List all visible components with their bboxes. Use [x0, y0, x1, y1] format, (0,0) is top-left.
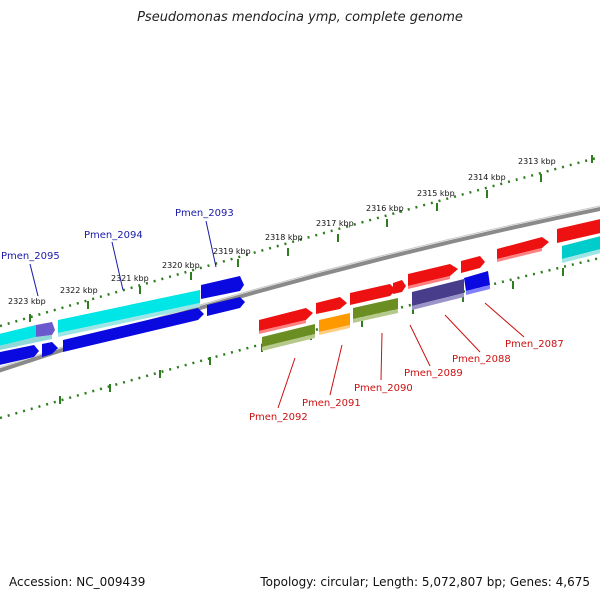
gene-label-pmen-2095[interactable]: Pmen_2095: [1, 251, 60, 262]
scale-label: 2313 kbp: [518, 157, 556, 166]
gene-pmen-2090-top[interactable]: [350, 280, 406, 305]
scale-label: 2315 kbp: [417, 189, 455, 198]
gene-pmen-2088[interactable]: [412, 279, 464, 310]
scale-label: 2316 kbp: [366, 204, 404, 213]
gene-pmen-2093[interactable]: [201, 276, 245, 316]
scale-label: 2323 kbp: [8, 297, 46, 306]
gene-label-pmen-2094[interactable]: Pmen_2094: [84, 230, 143, 241]
gene-pmen-2089-top[interactable]: [408, 256, 485, 289]
gene-label-pmen-2087[interactable]: Pmen_2087: [505, 339, 564, 350]
gene-pmen-2091-top[interactable]: [316, 297, 347, 314]
gene-pmen-2087[interactable]: [464, 271, 490, 295]
accession-text: Accession: NC_009439: [9, 575, 146, 589]
gene-pmen-2087-top[interactable]: [497, 218, 600, 262]
topology-text: Topology: circular; Length: 5,072,807 bp…: [260, 575, 590, 589]
scale-label: 2319 kbp: [213, 247, 251, 256]
scale-track-outer: [0, 155, 600, 328]
major-ticks-outer: [29, 155, 593, 322]
gene-pmen-2095[interactable]: [0, 322, 58, 366]
scale-label: 2317 kbp: [316, 219, 354, 228]
gene-label-pmen-2092[interactable]: Pmen_2092: [249, 412, 308, 423]
scale-label: 2318 kbp: [265, 233, 303, 242]
gene-label-pmen-2093[interactable]: Pmen_2093: [175, 208, 234, 219]
gene-pmen-2092-top[interactable]: [259, 308, 313, 334]
scale-label: 2321 kbp: [111, 274, 149, 283]
gene-labels: Pmen_2095 Pmen_2094 Pmen_2093 Pmen_2092 …: [1, 208, 564, 423]
gene-leader-lines: [29, 220, 525, 409]
gene-label-pmen-2089[interactable]: Pmen_2089: [404, 368, 463, 379]
map-title: Pseudomonas mendocina ymp, complete geno…: [137, 10, 463, 25]
scale-label: 2320 kbp: [162, 261, 200, 270]
gene-label-pmen-2091[interactable]: Pmen_2091: [302, 398, 361, 409]
gene-pmen-2090[interactable]: [353, 298, 398, 323]
gene-right-edge[interactable]: [562, 235, 600, 263]
scale-labels: 2313 kbp 2314 kbp 2315 kbp 2316 kbp 2317…: [8, 157, 556, 306]
gene-label-pmen-2088[interactable]: Pmen_2088: [452, 354, 511, 365]
gene-pmen-2091[interactable]: [319, 313, 350, 335]
scale-label: 2322 kbp: [60, 286, 98, 295]
gene-pmen-2092[interactable]: [262, 324, 315, 351]
scale-label: 2314 kbp: [468, 173, 506, 182]
gene-pmen-2094[interactable]: [58, 290, 204, 352]
gene-label-pmen-2090[interactable]: Pmen_2090: [354, 383, 413, 394]
